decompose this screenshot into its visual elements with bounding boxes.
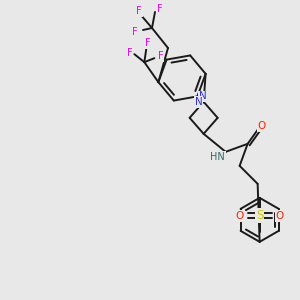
Text: F: F [157, 4, 163, 14]
Text: HN: HN [210, 152, 225, 162]
Text: O: O [236, 211, 244, 221]
Text: O: O [275, 211, 284, 221]
Text: F: F [127, 48, 132, 58]
Text: F: F [158, 51, 163, 61]
Text: F: F [145, 38, 150, 48]
Text: S: S [256, 209, 263, 222]
Text: F: F [136, 6, 142, 16]
Text: F: F [132, 27, 138, 37]
Text: N: N [199, 92, 206, 101]
Text: O: O [257, 121, 266, 131]
Text: N: N [195, 97, 203, 107]
